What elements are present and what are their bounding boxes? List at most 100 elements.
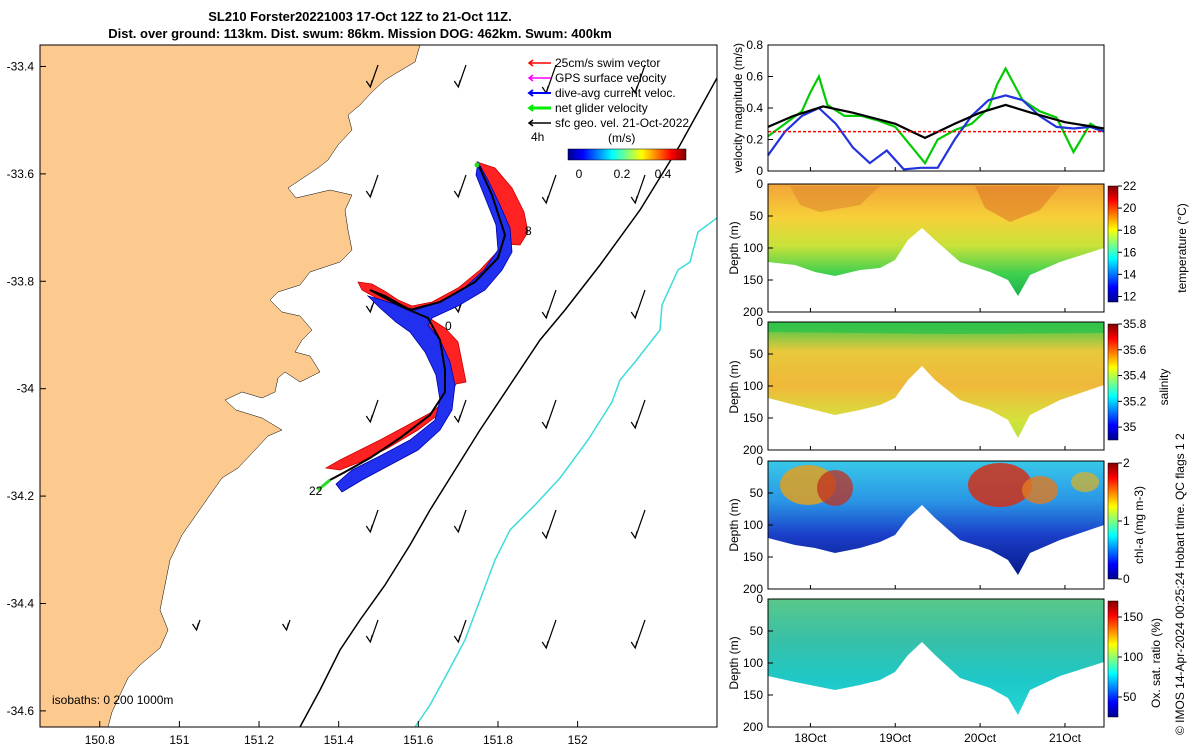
speed-colorbar	[567, 148, 687, 161]
current-arrow-head	[630, 310, 638, 320]
current-arrow-head	[541, 420, 549, 430]
depth-tick-label: 100	[743, 241, 763, 255]
time-axis: 18Oct 19Oct 20Oct 21Oct	[794, 167, 1082, 745]
salinity-ylabel: Depth (m)	[727, 360, 741, 413]
salinity-section	[768, 322, 1104, 438]
velocity-ytick-label: 0.2	[746, 133, 763, 147]
scale-label: 4h	[531, 130, 544, 144]
section-panels: 0 0.2 0.4 0.6 0.8 velocity magnitude (m/s) D…	[727, 38, 1189, 745]
glider-track	[317, 160, 529, 493]
temperature-warm-core-1	[790, 186, 880, 212]
oxygen-section	[768, 599, 1104, 715]
current-arrow-head	[630, 530, 638, 540]
colorbar-tick-label: 14	[1123, 267, 1137, 281]
legend-net-glider-velocity: net glider velocity	[527, 101, 648, 115]
depth-tick-label: 200	[743, 720, 763, 734]
chla-ylabel: Depth (m)	[727, 498, 741, 551]
depth-tick-label: 50	[750, 347, 764, 361]
isobaths-label: isobaths: 0 200 1000m	[52, 693, 173, 707]
lon-tick-label: 151.4	[324, 733, 354, 747]
current-arrow-head	[192, 622, 200, 632]
velocity-series	[767, 66, 1105, 171]
current-arrow-head	[365, 79, 373, 89]
depth-tick-label: 100	[743, 656, 763, 670]
current-arrows	[192, 64, 646, 650]
colorbar-tick-label: 35.2	[1123, 394, 1147, 408]
time-tick-label: 21Oct	[1049, 731, 1082, 745]
lon-tick-label: 151.2	[244, 733, 274, 747]
depth-tick-label: 100	[743, 518, 763, 532]
depth-tick-label: 0	[756, 592, 763, 606]
lat-tick-label: -33.8	[7, 274, 35, 288]
lon-tick-label: 152	[568, 733, 588, 747]
velocity-series-dive-avg-current	[767, 94, 1105, 171]
lat-tick-label: -33.6	[7, 167, 35, 181]
colorbar-tick-label: 20	[1123, 201, 1137, 215]
svg-text:dive-avg current veloc.: dive-avg current veloc.	[555, 86, 676, 100]
current-arrow-head	[365, 414, 373, 424]
legend-sfc-geo-vel: sfc geo. vel. 21-Oct-2022	[527, 116, 689, 130]
colorbar-tick-label: 2	[1123, 456, 1130, 470]
velocity-ytick-label: 0	[756, 164, 763, 178]
current-arrow-head	[453, 79, 461, 89]
svg-text:net glider velocity: net glider velocity	[555, 101, 648, 115]
salinity-fresh-surface	[768, 322, 1104, 334]
map-legend: 25cm/s swim vector GPS surface velocity …	[527, 56, 689, 181]
colorbar-tick-label: 100	[1123, 650, 1143, 664]
map-panel: 8 0 22 isobaths: 0 200 1000m 150.8 151 151…	[7, 44, 718, 747]
colorbar-tick-label: 35.6	[1123, 343, 1147, 357]
depth-tick-label: 200	[743, 443, 763, 457]
velocity-panel: 0 0.2 0.4 0.6 0.8 velocity magnitude (m/s)	[731, 38, 1105, 178]
colorbar-tick-1: 0.2	[614, 167, 631, 181]
colorbar-tick-label: 18	[1123, 223, 1137, 237]
svg-text:25cm/s swim vector: 25cm/s swim vector	[555, 56, 660, 70]
oxygen-panel: Depth (m) Ox. sat. ratio (%)	[727, 598, 1163, 728]
current-arrow-head	[282, 622, 290, 632]
depth-tick-label: 150	[743, 550, 763, 564]
title-line-1: SL210 Forster20221003 17-Oct 12Z to 21-O…	[208, 9, 512, 24]
depth-tick-label: 150	[743, 273, 763, 287]
salinity-panel: Depth (m) salinity	[727, 321, 1171, 451]
current-arrow-head	[365, 634, 373, 644]
depth-tick-label: 100	[743, 379, 763, 393]
isobath-1000m	[414, 217, 717, 727]
current-arrow-head	[541, 195, 549, 205]
colorbar-tick-label: 35.8	[1123, 317, 1147, 331]
velocity-series-net-glider-velocity	[767, 66, 1105, 166]
day-label-22: 22	[309, 484, 323, 498]
current-arrow-head	[365, 304, 373, 314]
net-glider-velocity	[317, 478, 331, 492]
depth-tick-label: 0	[756, 454, 763, 468]
current-arrow-head	[453, 304, 461, 314]
depth-tick-label: 200	[743, 305, 763, 319]
velocity-ytick-label: 0.4	[746, 101, 763, 115]
current-arrow-head	[630, 420, 638, 430]
current-arrow-head	[541, 640, 549, 650]
chla-panel: Depth (m) chl-a (mg m-3)	[727, 460, 1146, 590]
depth-tick-label: 200	[743, 582, 763, 596]
chla-colorbar	[1107, 462, 1119, 580]
temperature-ylabel: Depth (m)	[727, 221, 741, 274]
lat-tick-label: -34.4	[7, 596, 35, 610]
svg-text:sfc geo. vel. 21-Oct-2022: sfc geo. vel. 21-Oct-2022	[555, 116, 689, 130]
colorbar-tick-label: 12	[1123, 289, 1137, 303]
lon-tick-label: 151.8	[483, 733, 513, 747]
net-glider-track	[329, 163, 507, 481]
colorbar-tick-label: 16	[1123, 245, 1137, 259]
colorbar-tick-label: 22	[1123, 179, 1137, 193]
time-tick-label: 19Oct	[879, 731, 912, 745]
colorbar-unit: (m/s)	[608, 131, 635, 145]
current-arrow-head	[365, 189, 373, 199]
time-tick-label: 20Oct	[964, 731, 997, 745]
velocity-ytick-label: 0.6	[746, 70, 763, 84]
track-start	[474, 162, 480, 168]
depth-tick-label: 150	[743, 411, 763, 425]
temperature-panel: Depth (m) temperature (°C)	[727, 183, 1189, 313]
velocity-yticks: 0 0.2 0.4 0.6 0.8	[746, 38, 773, 178]
depth-tick-label: 50	[750, 486, 764, 500]
current-arrow-head	[630, 640, 638, 650]
colorbar-tick-2: 0.4	[655, 167, 672, 181]
depth-tick-label: 50	[750, 624, 764, 638]
current-arrow-head	[541, 530, 549, 540]
